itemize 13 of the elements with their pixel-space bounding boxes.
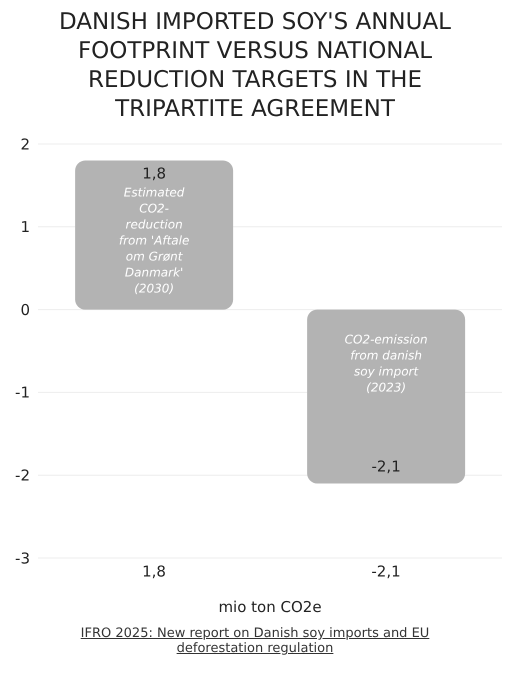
bar-note: Estimated CO2-reduction from 'Aftale om Grønt Danmark' (2030) (118, 186, 190, 296)
y-tick-label: 1 (20, 218, 30, 236)
chart-title: DANISH IMPORTED SOY'S ANNUAL FOOTPRINT VERSUS NATIONAL REDUCTION TARGETS IN THE TRIPARTITE AGREEMENT (58, 8, 452, 124)
text: IFRO 2025: New report on Danish soy imports and EU deforestation regulation (80, 626, 430, 656)
data-label: -2,1 (371, 457, 401, 476)
bar-note: CO2-emission from danish soy import (2023) (344, 332, 428, 395)
y-tick-label: -2 (15, 466, 30, 485)
data-label: 1,8 (142, 164, 166, 183)
y-tick-label: -1 (15, 384, 30, 402)
y-tick-label: 2 (20, 135, 30, 154)
y-tick-label: 0 (20, 300, 30, 319)
x-axis-title: mio ton CO2e (218, 598, 322, 616)
y-tick-label: -3 (15, 549, 30, 568)
